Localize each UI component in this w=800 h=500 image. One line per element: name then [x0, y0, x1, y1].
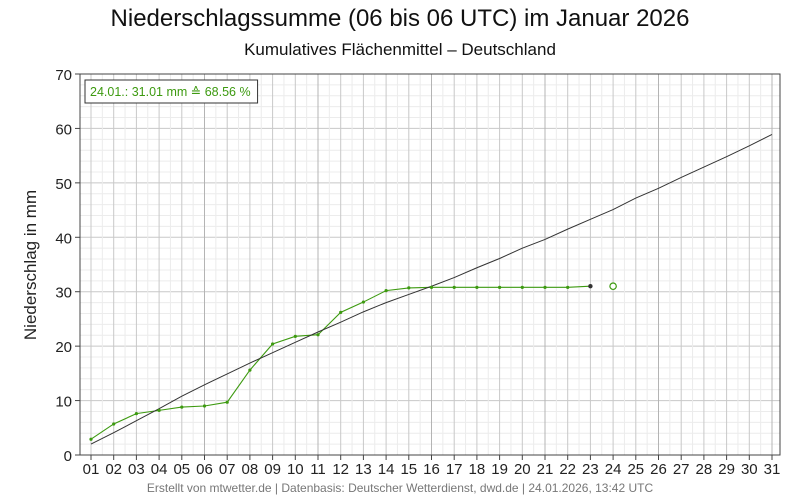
x-tick-label: 25 — [627, 461, 644, 478]
observed-point — [520, 285, 524, 289]
x-tick-label: 29 — [718, 461, 735, 478]
observed-point — [248, 368, 252, 372]
x-axis-ticks: 01 02 03 04 05 06 07 08 09 10 11 12 13 14 15 16 17 18 19 20… — [83, 455, 781, 478]
annotation-box: 24.01.: 31.01 mm ≙ 68.56 % — [84, 79, 259, 104]
x-tick-label: 20 — [514, 461, 531, 478]
x-tick-label: 28 — [696, 461, 713, 478]
x-tick-label: 21 — [537, 461, 554, 478]
x-tick-label: 19 — [491, 461, 508, 478]
y-tick-label: 10 — [55, 394, 72, 411]
chart-subtitle: Kumulatives Flächenmittel – Deutschland — [244, 40, 556, 59]
observed-point — [293, 334, 297, 338]
current-total-marker — [609, 282, 617, 291]
footer-credit: Erstellt von mtwetter.de | Datenbasis: D… — [146, 481, 654, 495]
observed-point — [588, 284, 593, 289]
observed-point — [89, 437, 93, 441]
observed-point — [361, 300, 365, 304]
x-tick-label: 03 — [128, 461, 145, 478]
x-tick-label: 31 — [764, 461, 781, 478]
y-tick-label: 40 — [55, 230, 72, 247]
x-tick-label: 14 — [378, 461, 395, 478]
observed-point — [384, 289, 388, 293]
grid — [80, 73, 780, 456]
y-axis-label: Niederschlag in mm — [21, 190, 40, 340]
y-tick-label: 20 — [55, 339, 72, 356]
x-tick-label: 01 — [83, 461, 100, 478]
observed-point — [316, 333, 320, 337]
x-tick-label: 18 — [469, 461, 486, 478]
y-tick-label: 0 — [64, 448, 72, 465]
observed-point — [452, 285, 456, 289]
y-tick-label: 50 — [55, 176, 72, 193]
observed-point — [180, 405, 184, 409]
observed-point — [157, 408, 161, 412]
x-tick-label: 24 — [605, 461, 622, 478]
x-tick-label: 15 — [400, 461, 417, 478]
observed-point — [112, 422, 116, 426]
x-tick-label: 17 — [446, 461, 463, 478]
y-tick-label: 70 — [55, 67, 72, 84]
observed-point — [271, 342, 275, 346]
x-tick-label: 30 — [741, 461, 758, 478]
series-points — [89, 282, 617, 441]
y-axis-ticks: 0 10 20 30 40 50 60 70 — [55, 67, 80, 465]
x-tick-label: 06 — [196, 461, 213, 478]
observed-point — [429, 285, 434, 289]
x-tick-label: 13 — [355, 461, 372, 478]
x-tick-label: 04 — [151, 461, 168, 478]
x-tick-label: 27 — [673, 461, 690, 478]
x-tick-label: 16 — [423, 461, 440, 478]
x-tick-label: 22 — [559, 461, 576, 478]
x-tick-label: 08 — [242, 461, 259, 478]
plot-frame — [79, 73, 781, 456]
x-tick-label: 02 — [105, 461, 122, 478]
observed-point — [134, 412, 138, 416]
x-tick-label: 05 — [173, 461, 190, 478]
x-tick-label: 07 — [219, 461, 236, 478]
observed-point — [225, 400, 229, 404]
annotation-text: 24.01.: 31.01 mm ≙ 68.56 % — [90, 85, 251, 99]
observed-point — [339, 310, 343, 314]
observed-point — [566, 285, 570, 289]
x-tick-label: 10 — [287, 461, 304, 478]
observed-point — [543, 285, 547, 289]
x-tick-label: 12 — [332, 461, 349, 478]
observed-point — [407, 286, 411, 290]
y-tick-label: 30 — [55, 285, 72, 302]
x-tick-label: 11 — [310, 461, 326, 478]
observed-point — [475, 285, 479, 289]
x-tick-label: 23 — [582, 461, 599, 478]
x-tick-label: 26 — [650, 461, 667, 478]
x-tick-label: 09 — [264, 461, 281, 478]
chart-title: Niederschlagssumme (06 bis 06 UTC) im Ja… — [110, 5, 690, 32]
y-tick-label: 60 — [55, 121, 72, 138]
observed-point — [202, 404, 207, 408]
observed-point — [498, 285, 502, 289]
